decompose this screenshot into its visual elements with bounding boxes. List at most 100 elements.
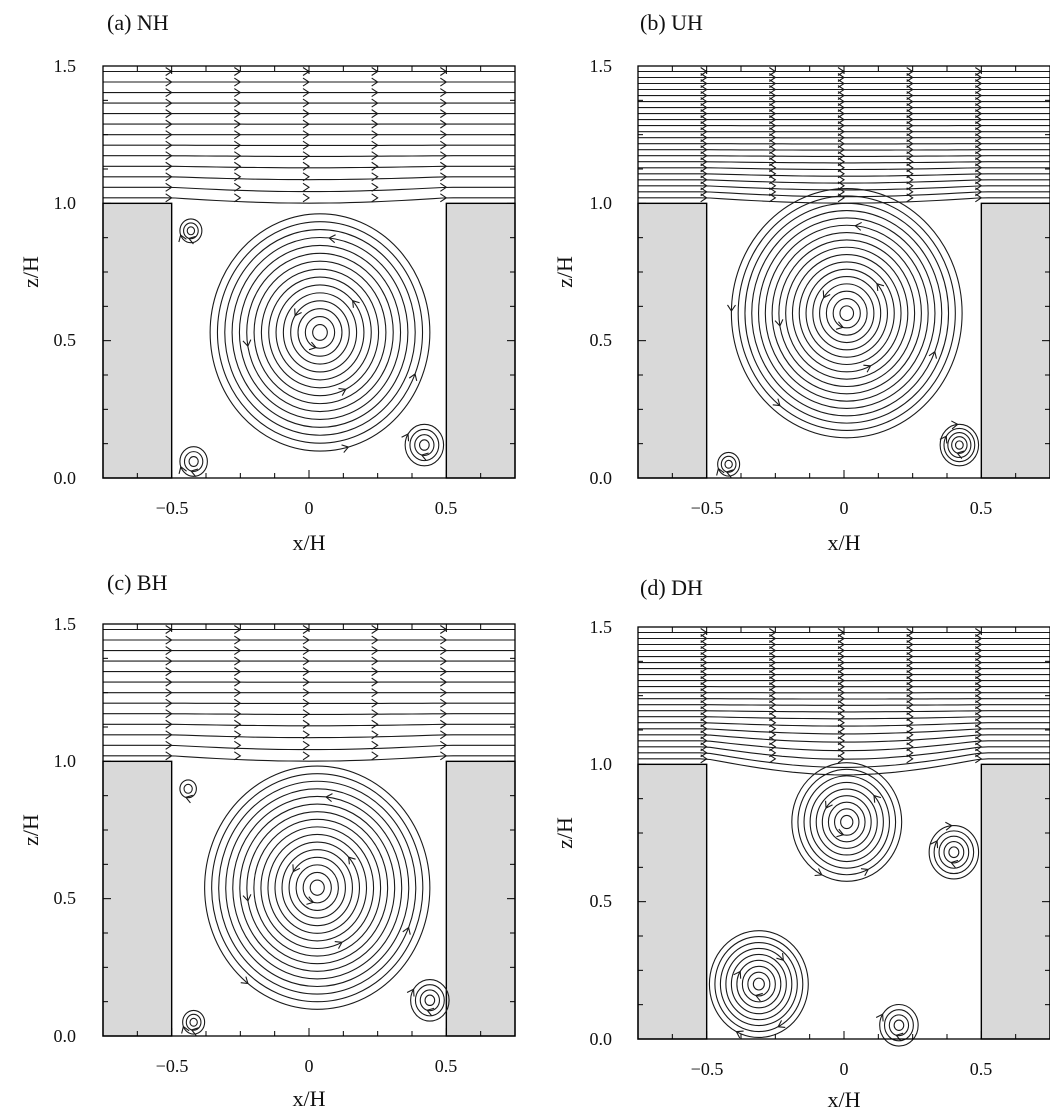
building-right <box>980 202 1050 479</box>
flow-arrow <box>234 119 242 129</box>
flow-arrow <box>906 718 914 728</box>
flow-arrow <box>371 77 379 87</box>
flow-arrow <box>906 640 914 649</box>
vortex-streamline <box>741 965 776 1003</box>
flow-arrow <box>906 682 914 692</box>
flow-arrow <box>240 976 249 985</box>
flow-arrow <box>975 670 983 680</box>
flow-arrow <box>906 157 914 167</box>
flow-arrow <box>837 175 845 185</box>
panel-b-ytick-0.5: 0.5 <box>590 330 613 350</box>
flow-arrow <box>338 388 347 396</box>
panel-d-xlabel: x/H <box>828 1087 861 1112</box>
vortex-streamline <box>275 284 365 381</box>
flow-arrow <box>440 140 448 150</box>
flow-arrow <box>975 700 983 710</box>
flow-arrow <box>440 698 448 708</box>
flow-arrow <box>769 706 777 716</box>
flow-arrow <box>165 193 173 203</box>
flow-arrow <box>975 634 983 643</box>
flow-arrow <box>371 67 379 76</box>
vortex-streamline <box>821 795 872 849</box>
flow-arrow <box>325 793 333 803</box>
panel-a-xtick-0.5: 0.5 <box>435 498 458 518</box>
flow-arrow <box>302 698 310 708</box>
panel-b-ytick-1.0: 1.0 <box>590 193 613 213</box>
flow-arrow <box>165 730 173 740</box>
flow-arrow <box>700 742 708 752</box>
flow-arrow <box>302 635 310 645</box>
flow-arrow <box>700 652 708 662</box>
building-left <box>102 760 173 1037</box>
flow-arrow <box>234 161 242 171</box>
flow-arrow <box>426 1007 435 1017</box>
flow-arrow <box>837 127 845 137</box>
vortex-streamline <box>747 971 771 997</box>
flow-arrow <box>302 182 310 192</box>
panel-c: (c) BH 1.5 1.0 0.5 0.0 −0.5 0 0.5 x/H z/… <box>18 570 516 1111</box>
vortex-streamline <box>419 439 430 451</box>
flow-arrow <box>440 740 448 750</box>
flow-arrow <box>234 688 242 698</box>
flow-arrow <box>975 121 983 131</box>
panel-a-ylabel: z/H <box>18 256 43 288</box>
flow-arrow <box>769 682 777 692</box>
flow-arrow <box>302 709 310 719</box>
vortex-streamline <box>183 451 204 472</box>
flow-arrow <box>440 677 448 687</box>
flow-arrow <box>906 676 914 686</box>
flow-arrow <box>769 127 777 137</box>
flow-arrow <box>371 130 379 140</box>
flow-arrow <box>975 175 983 185</box>
flow-arrow <box>402 926 411 935</box>
flow-arrow <box>975 718 983 728</box>
flow-arrow <box>906 163 914 173</box>
flow-arrow <box>906 97 914 107</box>
vortex-streamline <box>309 879 325 896</box>
flow-arrow <box>334 941 343 949</box>
flow-arrow <box>906 175 914 185</box>
flow-arrow <box>178 234 187 243</box>
flow-arrow <box>837 676 845 686</box>
flow-arrow <box>165 98 173 108</box>
flow-arrow <box>837 730 845 740</box>
vortex-streamline <box>281 849 353 927</box>
vortex-streamline <box>737 195 956 432</box>
flow-arrow <box>440 130 448 140</box>
flow-arrow <box>836 828 845 838</box>
flow-arrow <box>769 628 777 637</box>
panel-d-ytick-0.0: 0.0 <box>590 1029 613 1049</box>
flow-arrow <box>371 646 379 656</box>
flow-arrow <box>165 172 173 182</box>
flow-arrow <box>341 444 350 453</box>
flow-arrow <box>242 894 252 902</box>
vortex-streamline <box>797 768 897 876</box>
vortex-streamline <box>409 428 440 462</box>
flow-arrow <box>754 992 763 1002</box>
vortex-streamline <box>260 826 375 950</box>
flow-arrow <box>371 98 379 108</box>
panel-b-xtick-0: 0 <box>840 498 849 518</box>
vortex-streamline <box>224 229 416 436</box>
vortex-streamline <box>785 246 909 380</box>
panel-b-ylabel: z/H <box>552 256 577 288</box>
panel-c-xtick-0: 0 <box>305 1056 314 1076</box>
flow-arrow <box>837 91 845 101</box>
flow-arrow <box>837 145 845 155</box>
vortex-streamline <box>809 781 884 863</box>
vortex-streamline <box>717 451 741 477</box>
flow-arrow <box>165 140 173 150</box>
vortex-streamline <box>209 213 431 452</box>
flow-arrow <box>837 79 845 88</box>
vortex-streamline <box>424 994 436 1007</box>
panel-a-xtick-0: 0 <box>305 498 314 518</box>
vortex-streamline <box>791 762 903 882</box>
flow-arrow <box>308 341 317 351</box>
vortex-streamline <box>404 423 445 467</box>
flow-arrow <box>906 664 914 674</box>
flow-arrow <box>735 1030 744 1039</box>
flow-arrow <box>951 420 959 430</box>
vortex-streamline <box>943 427 976 463</box>
flow-arrow <box>700 121 708 131</box>
flow-arrow <box>975 157 983 167</box>
